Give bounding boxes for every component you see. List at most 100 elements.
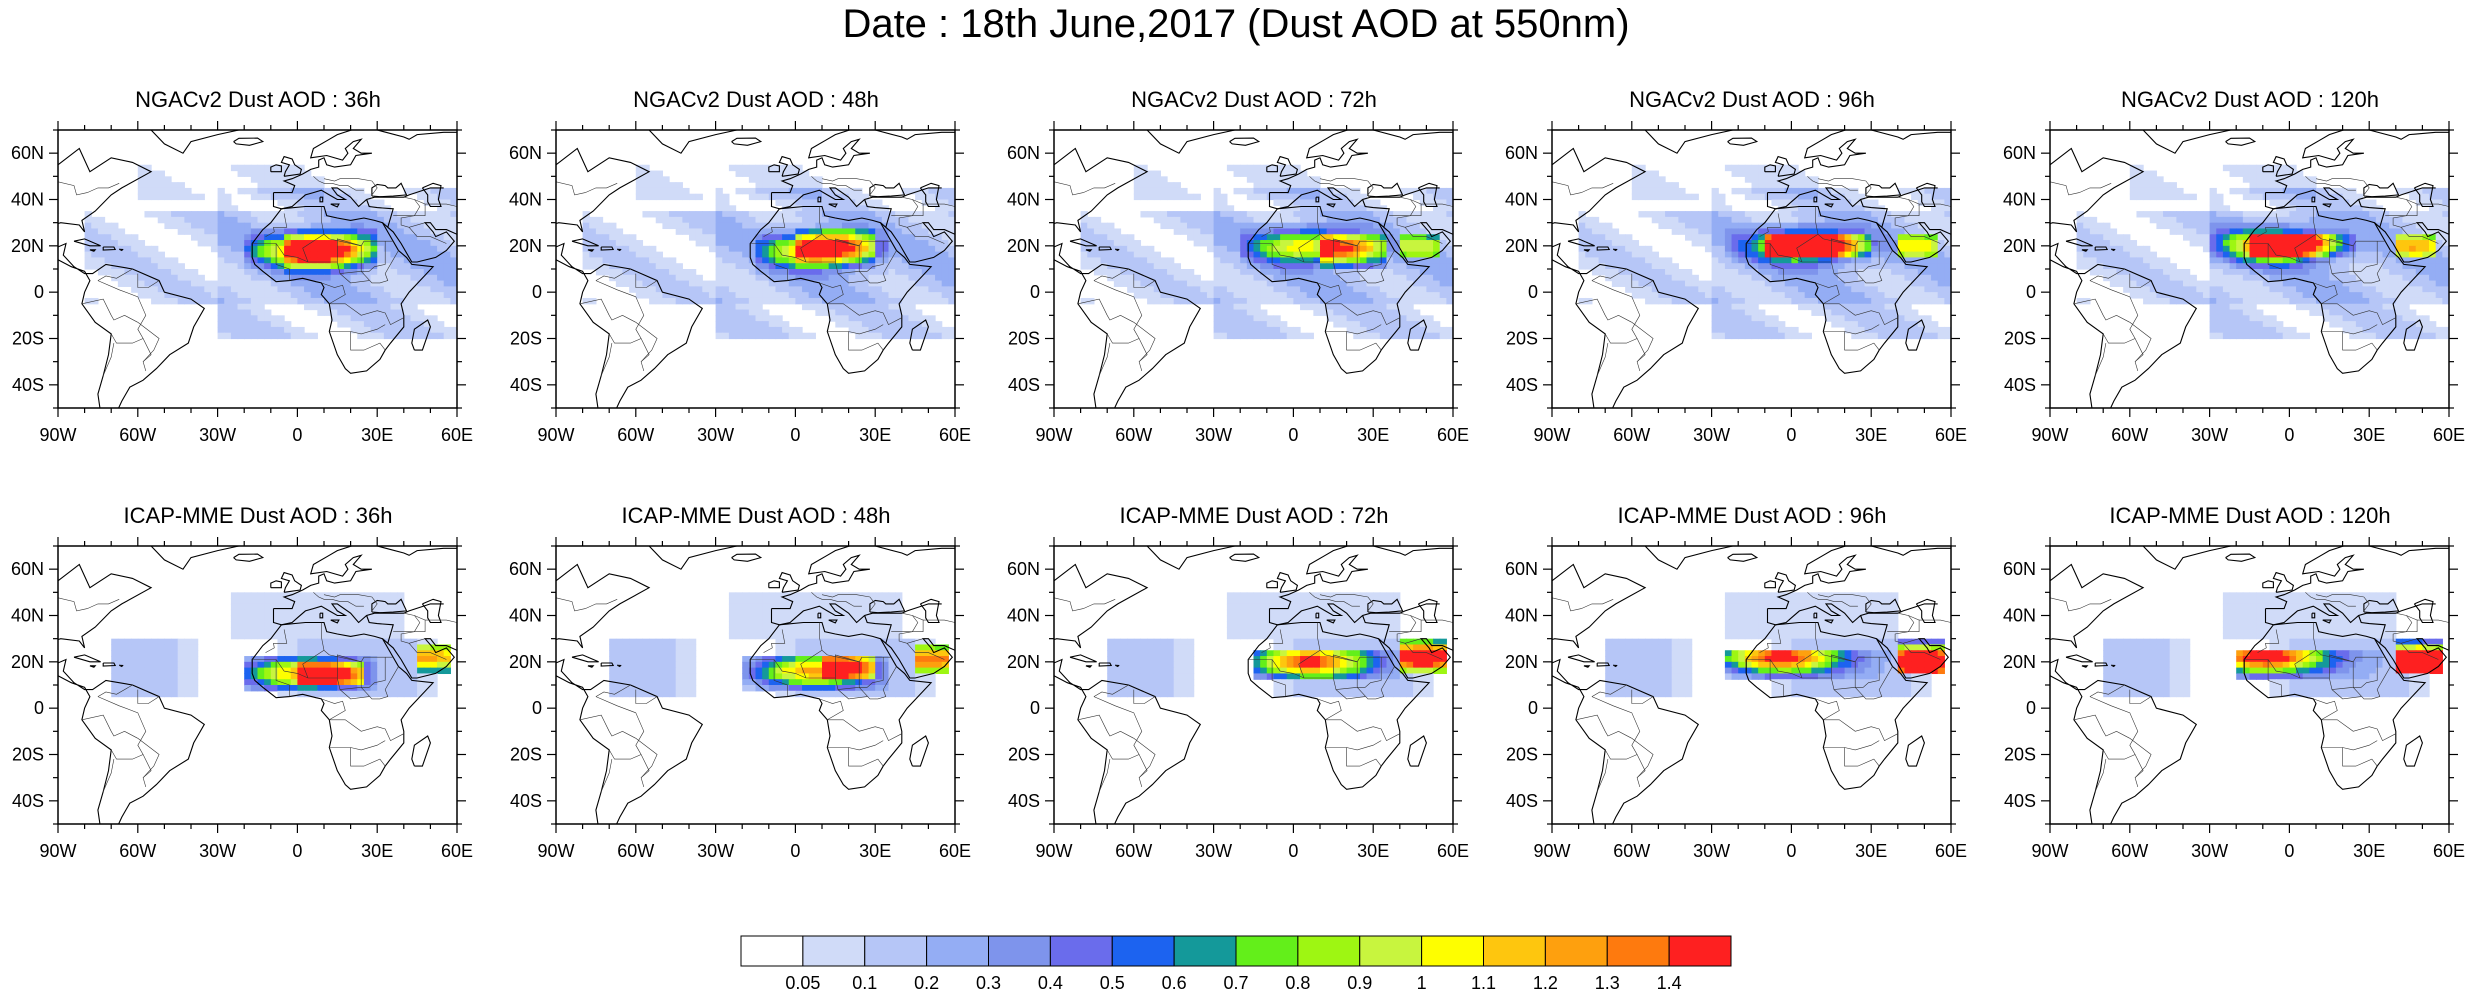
lon-tick-label: 30W (1195, 841, 1232, 861)
lat-tick-label: 60N (2003, 143, 2036, 163)
colorbar-level-label: 0.3 (976, 973, 1001, 993)
lat-tick-label: 20S (12, 329, 44, 349)
lon-tick-label: 0 (2284, 425, 2294, 445)
colorbar-level-label: 0.8 (1285, 973, 1310, 993)
lat-tick-label: 40S (1008, 375, 1040, 395)
dust-aod-map: 90W 60W 30W 0 30E 60E 60N 40N 20N 0 20S 40S (1007, 121, 1469, 445)
aod-field (2076, 164, 2449, 340)
lon-tick-label: 0 (1288, 841, 1298, 861)
colorbar-swatch (1297, 935, 1361, 967)
lat-tick-label: 20N (1505, 236, 1538, 256)
colorbar-level-label: 0.7 (1223, 973, 1248, 993)
lon-tick-label: 30E (361, 425, 393, 445)
lon-tick-label: 90W (1035, 841, 1072, 861)
colorbar-level-label: 1.3 (1595, 973, 1620, 993)
lon-tick-label: 0 (790, 425, 800, 445)
lat-tick-label: 20N (509, 652, 542, 672)
lat-tick-label: 20N (1007, 236, 1040, 256)
lat-tick-label: 40S (12, 791, 44, 811)
lat-tick-label: 20S (510, 745, 542, 765)
lat-tick-label: 40S (2004, 375, 2036, 395)
colorbar-level-label: 0.05 (785, 973, 820, 993)
lon-tick-label: 60W (1613, 841, 1650, 861)
colorbar-swatch (1235, 935, 1299, 967)
aod-colorbar: 0.05 0.1 0.2 0.3 0.4 0.5 0.6 0.7 0.8 0.9 1 1.1 1.2 1.… (740, 935, 1732, 993)
country-borders (2050, 176, 2449, 376)
lon-tick-label: 90W (39, 425, 76, 445)
lat-tick-label: 40S (510, 791, 542, 811)
lat-tick-label: 20N (1505, 652, 1538, 672)
dust-aod-map: 90W 60W 30W 0 30E 60E 60N 40N 20N 0 20S 40S (11, 537, 473, 861)
lon-tick-label: 30E (361, 841, 393, 861)
map-panel: ICAP-MME Dust AOD : 48h 90W 60W 30W 0 30E 60E 6… (498, 503, 971, 861)
lat-tick-label: 20N (2003, 652, 2036, 672)
lat-tick-label: 40S (1008, 791, 1040, 811)
lat-tick-label: 0 (1528, 282, 1538, 302)
lat-tick-label: 40N (509, 606, 542, 626)
colorbar-swatch (740, 935, 804, 967)
colorbar-swatch (1544, 935, 1608, 967)
lon-tick-label: 30W (1693, 425, 1730, 445)
panel-title: NGACv2 Dust AOD : 120h (2121, 87, 2379, 112)
lon-tick-label: 60E (1935, 841, 1967, 861)
lon-tick-label: 30W (1195, 425, 1232, 445)
lon-tick-label: 90W (1533, 425, 1570, 445)
lat-tick-label: 20N (509, 236, 542, 256)
lon-tick-label: 30W (199, 841, 236, 861)
lat-tick-label: 60N (2003, 559, 2036, 579)
lon-tick-label: 30E (2353, 841, 2385, 861)
coastlines (2050, 130, 2449, 408)
lon-tick-label: 60E (2433, 841, 2465, 861)
lon-tick-label: 30E (859, 841, 891, 861)
coastlines (58, 546, 457, 824)
colorbar-swatch (1668, 935, 1732, 967)
lon-tick-label: 60W (1115, 425, 1152, 445)
lon-tick-label: 0 (2284, 841, 2294, 861)
lat-tick-label: 60N (1505, 559, 1538, 579)
colorbar-level-label: 1.4 (1657, 973, 1682, 993)
aod-field (84, 164, 457, 340)
panel-title: ICAP-MME Dust AOD : 36h (123, 503, 393, 528)
dust-aod-map: 90W 60W 30W 0 30E 60E 60N 40N 20N 0 20S 40S (2003, 121, 2465, 445)
lon-tick-label: 30W (2191, 425, 2228, 445)
lon-tick-label: 60E (1935, 425, 1967, 445)
colorbar-level-label: 0.1 (852, 973, 877, 993)
lat-tick-label: 20N (11, 652, 44, 672)
lat-tick-label: 40N (1505, 190, 1538, 210)
colorbar-swatch (1483, 935, 1546, 967)
dust-aod-map: 90W 60W 30W 0 30E 60E 60N 40N 20N 0 20S 40S (1505, 537, 1967, 861)
colorbar-swatch (864, 935, 928, 967)
lat-tick-label: 20S (1008, 329, 1040, 349)
colorbar-swatch (1173, 935, 1237, 967)
lon-tick-label: 30E (1357, 841, 1389, 861)
lon-tick-label: 60E (1437, 425, 1469, 445)
lat-tick-label: 20S (510, 329, 542, 349)
lat-tick-label: 40S (12, 375, 44, 395)
lon-tick-label: 60W (2111, 841, 2148, 861)
lon-tick-label: 90W (537, 425, 574, 445)
colorbar-level-label: 0.9 (1347, 973, 1372, 993)
map-panel: NGACv2 Dust AOD : 36h 90W 60W 30W 0 30E 60E 60N… (0, 87, 473, 445)
lat-tick-label: 0 (34, 282, 44, 302)
map-panel: ICAP-MME Dust AOD : 120h 90W 60W 30W 0 30E 60E… (1992, 503, 2465, 861)
country-borders (58, 176, 457, 376)
panel-title: NGACv2 Dust AOD : 72h (1131, 87, 1377, 112)
lat-tick-label: 60N (1007, 559, 1040, 579)
lat-tick-label: 40N (1007, 606, 1040, 626)
map-panel: ICAP-MME Dust AOD : 72h 90W 60W 30W 0 30E 60E 6… (996, 503, 1469, 861)
lon-tick-label: 30E (1855, 425, 1887, 445)
aod-field (2103, 592, 2443, 698)
lon-tick-label: 60W (617, 425, 654, 445)
lat-tick-label: 0 (1528, 698, 1538, 718)
lat-tick-label: 0 (532, 282, 542, 302)
lat-tick-label: 20S (2004, 329, 2036, 349)
lat-tick-label: 60N (1007, 143, 1040, 163)
colorbar-level-label: 0.2 (914, 973, 939, 993)
panel-title: ICAP-MME Dust AOD : 96h (1617, 503, 1887, 528)
panel-title: ICAP-MME Dust AOD : 72h (1119, 503, 1389, 528)
lon-tick-label: 0 (292, 425, 302, 445)
lon-tick-label: 0 (1288, 425, 1298, 445)
country-borders (2050, 592, 2449, 792)
lon-tick-label: 90W (2031, 425, 2068, 445)
lon-tick-label: 0 (790, 841, 800, 861)
